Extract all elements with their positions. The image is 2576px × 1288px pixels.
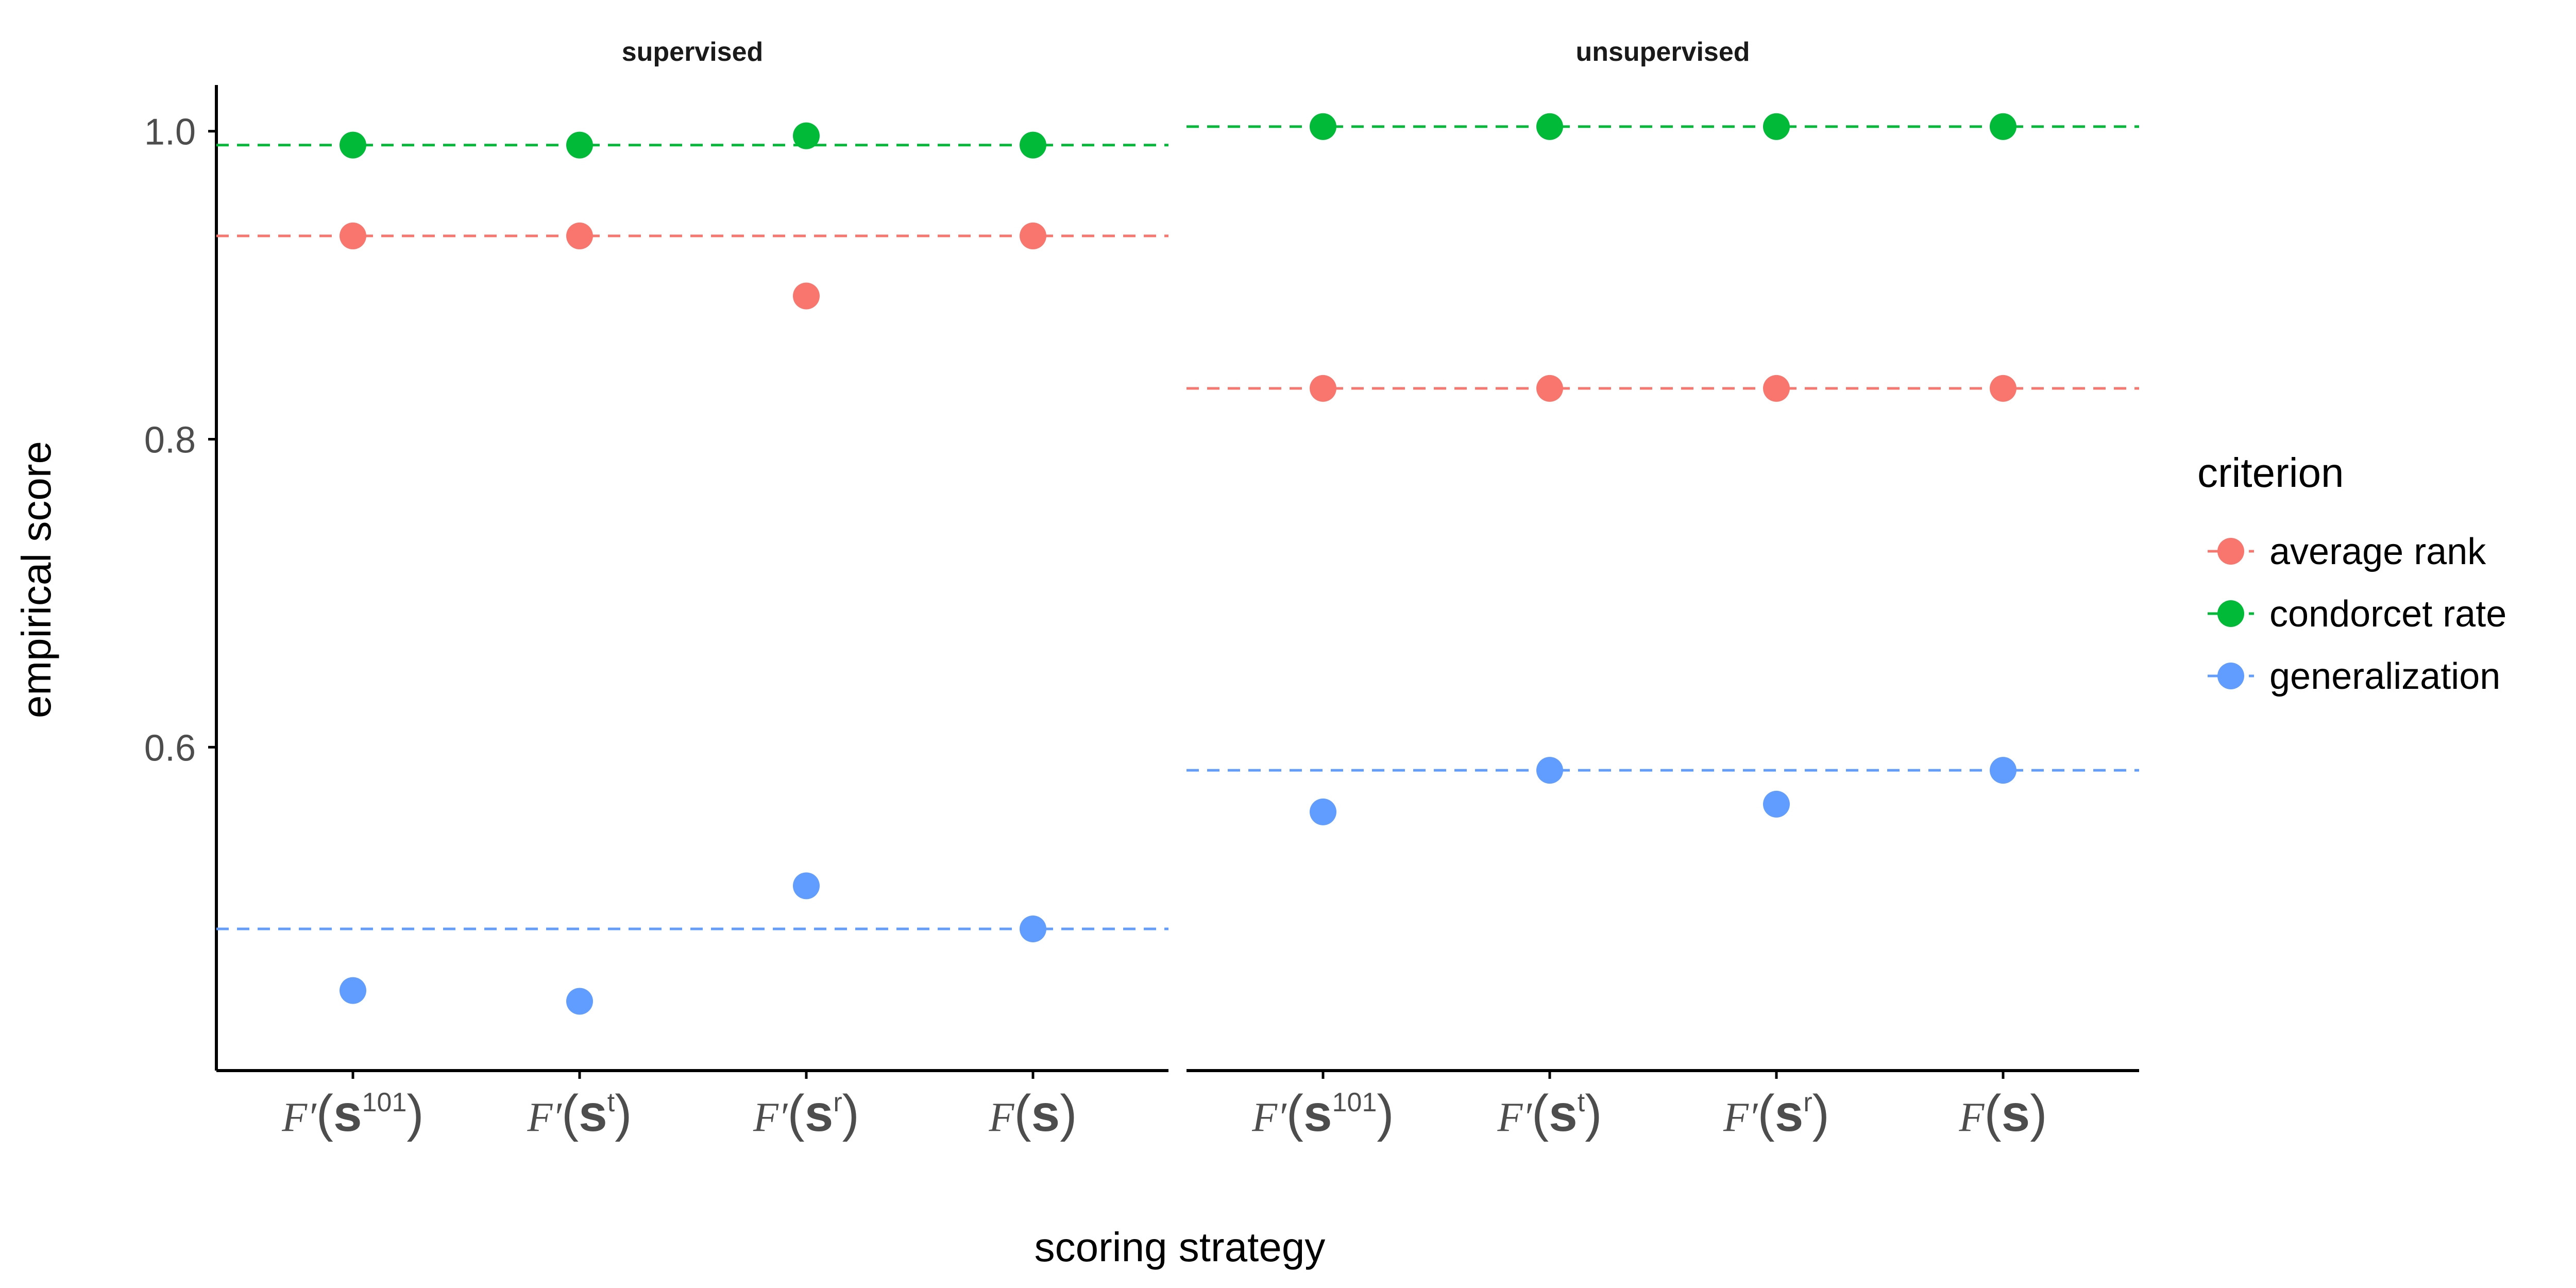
chart-panels: 0.6 0.8 1.0 supervised F′(s101) F′(st) F′(sr) F… [144,37,2139,1142]
point-average-rank [566,222,593,249]
point-average-rank [340,222,366,249]
point-generalization [1536,757,1563,784]
point-condorcet-rate [340,131,366,159]
point-average-rank [793,282,820,310]
x-tick-label: F′(st) [1497,1084,1602,1142]
x-tick-label: F(s) [988,1084,1077,1142]
legend: criterion average rank condorcet rate gene… [2197,450,2506,697]
x-axis-title: scoring strategy [1035,1224,1326,1270]
point-average-rank [1310,375,1336,402]
point-condorcet-rate [1020,131,1046,159]
legend-item-condorcet-rate: condorcet rate [2208,594,2506,635]
point-condorcet-rate [1310,113,1336,140]
x-tick-label: F(s) [1958,1084,2047,1142]
point-condorcet-rate [1990,113,2016,140]
point-condorcet-rate [566,131,593,159]
legend-item-generalization: generalization [2208,656,2500,697]
x-tick-label: F′(sr) [1723,1084,1829,1142]
panel-supervised: supervised F′(s101) F′(st) F′(sr) F(s) [216,37,1168,1142]
x-tick-label: F′(s101) [281,1084,423,1142]
legend-label: average rank [2269,531,2486,572]
legend-key-point [2217,538,2244,565]
x-tick-label: F′(sr) [753,1084,859,1142]
legend-label: generalization [2269,656,2500,697]
x-tick-label: F′(st) [527,1084,632,1142]
point-average-rank [1020,222,1046,249]
point-generalization [1020,916,1046,943]
point-generalization [340,977,366,1004]
point-generalization [793,872,820,900]
legend-item-average-rank: average rank [2208,531,2486,572]
point-generalization [566,988,593,1015]
point-generalization [1763,790,1790,818]
point-condorcet-rate [1763,113,1790,140]
panel-unsupervised: unsupervised F′(s101) F′(st) F′(sr) F(s) [1187,37,2139,1142]
y-tick-label: 0.8 [144,419,196,461]
point-generalization [1990,757,2016,784]
legend-key-point [2217,600,2244,627]
y-axis-title: empirical score [13,441,59,718]
point-average-rank [1990,375,2016,402]
y-tick-label: 1.0 [144,112,196,153]
panel-strip-label: supervised [622,37,764,67]
legend-title: criterion [2197,450,2344,496]
point-condorcet-rate [1536,113,1563,140]
x-tick-label: F′(s101) [1251,1084,1394,1142]
point-average-rank [1763,375,1790,402]
y-tick-label: 0.6 [144,727,196,769]
point-average-rank [1536,375,1563,402]
point-condorcet-rate [793,122,820,149]
panel-strip-label: unsupervised [1575,37,1750,67]
point-generalization [1310,798,1336,825]
legend-key-point [2217,663,2244,689]
legend-label: condorcet rate [2269,594,2506,635]
